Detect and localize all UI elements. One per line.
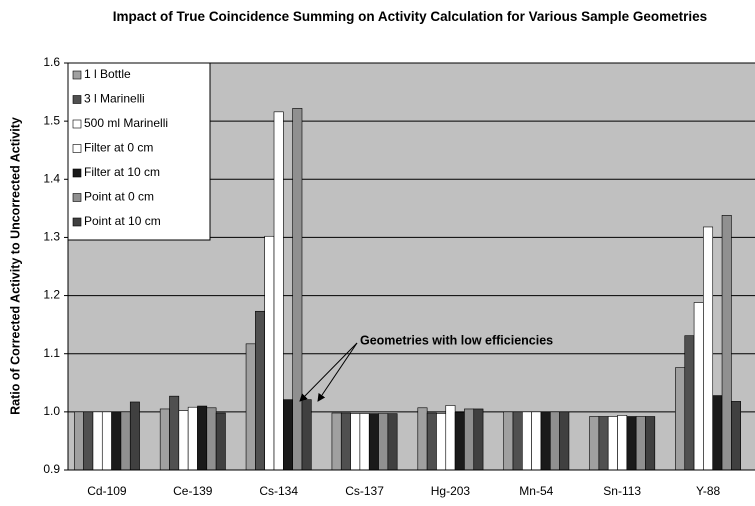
- bar: [454, 412, 465, 471]
- bar: [387, 413, 398, 471]
- x-tick-label: Y-88: [696, 484, 721, 498]
- legend-label: Point at 0 cm: [84, 190, 154, 204]
- legend-swatch: [72, 119, 82, 129]
- bar: [721, 215, 732, 471]
- legend-label: Point at 10 cm: [84, 214, 161, 228]
- annotation-arrow: [317, 342, 358, 402]
- bar: [712, 395, 723, 471]
- bar: [301, 399, 312, 471]
- bar: [549, 411, 560, 471]
- bar: [74, 411, 84, 471]
- x-tick-label: Hg-203: [431, 484, 471, 498]
- chart-title: Impact of True Coincidence Summing on Ac…: [112, 9, 708, 24]
- bar: [436, 413, 447, 471]
- bar: [120, 411, 131, 471]
- annotation-arrow: [299, 342, 358, 402]
- bar: [350, 413, 361, 471]
- x-tick-label: Cd-109: [87, 484, 127, 498]
- legend-swatch: [72, 193, 82, 202]
- legend-label: 500 ml Marinelli: [84, 116, 168, 130]
- bar: [731, 401, 741, 471]
- legend-swatch: [72, 217, 82, 227]
- y-tick-label: 1.5: [43, 113, 60, 127]
- bar: [559, 411, 570, 471]
- bar: [169, 395, 180, 471]
- bar: [426, 412, 437, 471]
- bar: [129, 401, 140, 471]
- bar: [503, 411, 514, 471]
- bar: [368, 413, 379, 471]
- x-tick-label: Sn-113: [603, 484, 641, 498]
- bar: [589, 416, 600, 471]
- bar: [617, 415, 628, 471]
- legend-swatch: [72, 144, 82, 153]
- bar: [598, 416, 609, 471]
- legend-swatch: [72, 70, 82, 80]
- bar: [607, 416, 618, 471]
- bar: [445, 405, 456, 471]
- bar: [693, 302, 704, 471]
- bar: [645, 416, 656, 471]
- y-tick-label: 1.0: [43, 404, 60, 418]
- y-tick-label: 1.3: [43, 230, 60, 244]
- bar: [540, 411, 551, 471]
- bar: [187, 406, 198, 471]
- y-axis-label: Ratio of Corrected Activity to Uncorrect…: [8, 117, 22, 415]
- y-tick-label: 1.6: [43, 55, 60, 69]
- bar: [215, 412, 226, 471]
- x-tick-label: Ce-139: [173, 484, 213, 498]
- bar: [464, 408, 475, 471]
- bar: [273, 111, 284, 471]
- bar: [111, 411, 122, 471]
- bar: [378, 413, 389, 471]
- bar: [340, 412, 351, 471]
- x-tick-label: Mn-54: [519, 484, 553, 498]
- legend: [67, 62, 211, 241]
- bar: [159, 408, 170, 471]
- x-tick-label: Cs-137: [345, 484, 384, 498]
- bar: [264, 235, 275, 471]
- y-tick-label: 1.2: [43, 288, 60, 302]
- bar: [684, 335, 695, 471]
- bar: [292, 108, 303, 471]
- bar: [512, 411, 523, 471]
- bar: [92, 411, 103, 471]
- bar: [283, 399, 293, 471]
- x-tick-label: Cs-134: [259, 484, 298, 498]
- legend-label: Filter at 0 cm: [84, 141, 153, 155]
- y-tick-label: 1.4: [43, 171, 60, 185]
- legend-label: 1 l Bottle: [84, 67, 131, 81]
- bar: [417, 407, 428, 471]
- bar: [703, 226, 714, 471]
- legend-swatch: [72, 168, 82, 178]
- y-tick-label: 1.1: [43, 346, 60, 360]
- legend-swatch: [72, 95, 82, 104]
- bar: [245, 343, 256, 471]
- legend-label: 3 l Marinelli: [84, 92, 145, 106]
- bar: [359, 413, 370, 471]
- bar: [101, 411, 112, 471]
- bar: [473, 408, 484, 471]
- annotation: Geometries with low efficiencies: [360, 333, 553, 347]
- bar: [197, 405, 208, 471]
- bar: [331, 412, 342, 471]
- bar: [531, 411, 542, 471]
- legend-label: Filter at 10 cm: [84, 165, 160, 179]
- bar: [178, 410, 189, 471]
- bar: [522, 411, 532, 471]
- bar: [206, 407, 217, 471]
- bar: [626, 416, 637, 471]
- bar: [635, 416, 646, 471]
- bar: [675, 367, 686, 471]
- y-tick-label: 0.9: [43, 462, 60, 476]
- bar: [255, 310, 266, 471]
- bar: [83, 411, 94, 471]
